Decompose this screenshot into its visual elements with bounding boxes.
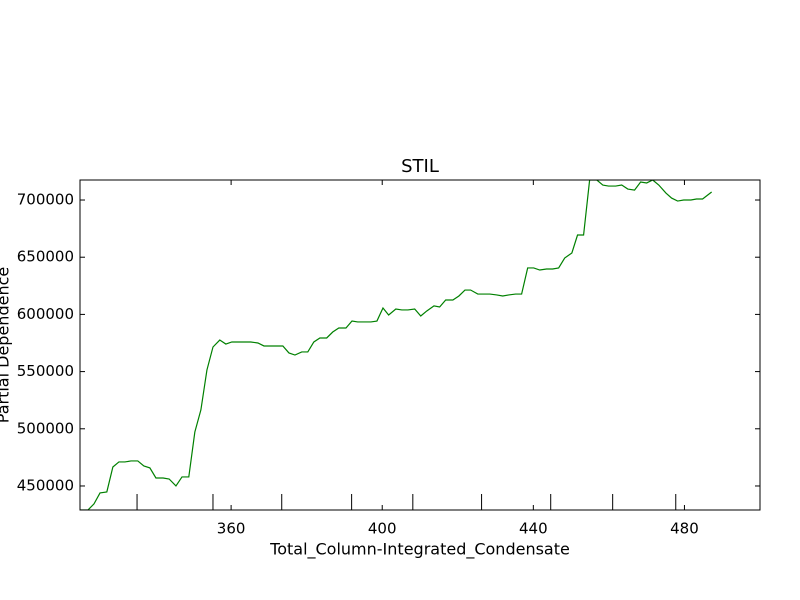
y-tick-label: 700000: [17, 191, 74, 209]
y-axis-label: Partial Dependence: [0, 267, 13, 423]
x-tick-label: 360: [217, 520, 246, 538]
plot: 360 400 440 480 450000 500000 550000 600000 6500…: [17, 180, 760, 538]
line: [80, 180, 713, 510]
chart-title: STIL: [401, 156, 439, 177]
y-tick-label: 600000: [17, 305, 74, 323]
y-tick-label: 650000: [17, 248, 74, 266]
y-tick-label: 450000: [17, 476, 74, 494]
y-tick-label: 500000: [17, 419, 74, 437]
x-axis-label: Total_Column-Integrated_Condensate: [269, 540, 570, 560]
plot-frame: [79, 179, 761, 511]
x-tick-label: 400: [368, 520, 397, 538]
x-tick-label: 440: [519, 520, 548, 538]
y-tick-label: 550000: [17, 362, 74, 380]
x-tick-label: 480: [670, 520, 699, 538]
